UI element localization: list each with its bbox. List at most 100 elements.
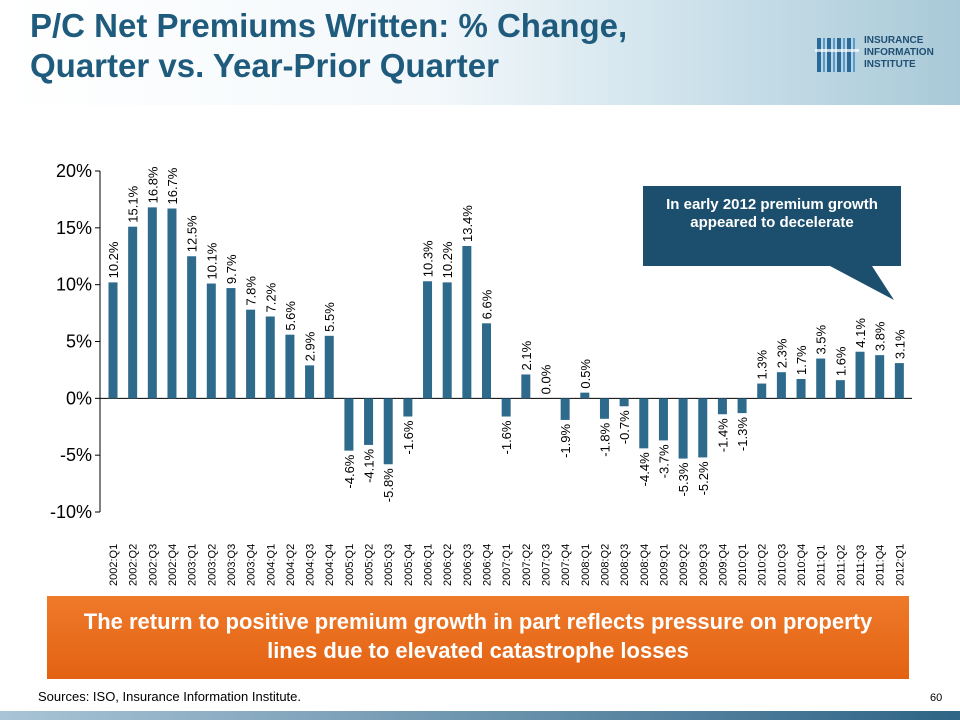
value-label: 2.9% xyxy=(303,331,318,361)
value-label: 5.6% xyxy=(283,301,298,331)
bar xyxy=(128,226,138,399)
bar-chart: 20% 15% 10% 5% 0% -5% -10% 10.2% 2002:Q1 15.1% 200… xyxy=(50,161,912,586)
value-label: -4.4% xyxy=(637,452,652,486)
category-label: 2005:Q1 xyxy=(344,544,356,586)
page-number: 60 xyxy=(930,692,943,704)
category-label: 2010:Q4 xyxy=(796,544,808,586)
category-label: 2010:Q1 xyxy=(737,544,749,586)
bar xyxy=(639,398,649,449)
category-label: 2009:Q1 xyxy=(658,544,670,586)
category-label: 2011:Q2 xyxy=(835,545,847,586)
value-label: 16.7% xyxy=(165,167,180,204)
bar xyxy=(187,256,197,399)
category-label: 2007:Q2 xyxy=(521,544,533,586)
header-band xyxy=(0,0,960,105)
bar xyxy=(364,398,374,445)
value-label: -4.1% xyxy=(362,449,377,483)
category-label: 2006:Q2 xyxy=(442,544,454,586)
value-label: -5.3% xyxy=(676,462,691,496)
y-tick-label: -10% xyxy=(50,502,92,522)
bar xyxy=(305,365,315,399)
value-label: -5.8% xyxy=(381,468,396,502)
value-label: 7.8% xyxy=(244,276,259,306)
value-label: 10.2% xyxy=(440,241,455,278)
bar xyxy=(619,398,629,407)
bar xyxy=(324,335,334,399)
title-line-2: Quarter vs. Year-Prior Quarter xyxy=(30,47,499,84)
bar xyxy=(560,398,570,420)
category-label: 2007:Q1 xyxy=(501,544,513,586)
value-label: 5.5% xyxy=(322,302,337,332)
iii-logo-mark-icon xyxy=(815,38,859,72)
bar xyxy=(875,355,885,399)
bar xyxy=(482,323,492,399)
category-label: 2004:Q4 xyxy=(324,544,336,586)
bar xyxy=(462,246,472,399)
bar xyxy=(403,398,413,417)
category-label: 2003:Q4 xyxy=(246,544,258,586)
category-label: 2012:Q1 xyxy=(894,544,906,586)
bar xyxy=(580,392,590,399)
bar xyxy=(501,398,511,417)
bar xyxy=(717,398,727,415)
title-line-1: P/C Net Premiums Written: % Change, xyxy=(30,7,628,44)
value-label: -0.7% xyxy=(617,410,632,444)
value-label: 13.4% xyxy=(460,205,475,242)
bar xyxy=(383,398,393,465)
bar xyxy=(442,282,452,399)
value-label: 9.7% xyxy=(224,254,239,284)
value-label: -1.9% xyxy=(558,423,573,457)
category-label: 2003:Q2 xyxy=(206,544,218,586)
category-label: 2008:Q1 xyxy=(580,544,592,586)
bar xyxy=(285,334,295,399)
category-label: 2011:Q3 xyxy=(855,545,867,586)
value-label: -1.3% xyxy=(735,417,750,451)
category-label: 2010:Q3 xyxy=(776,544,788,586)
value-label: 7.2% xyxy=(263,282,278,312)
category-label: 2007:Q4 xyxy=(560,544,572,586)
category-label: 2003:Q3 xyxy=(226,544,238,586)
category-label: 2005:Q2 xyxy=(364,544,376,586)
callout-box: In early 2012 premium growth appeared to… xyxy=(643,186,901,266)
takeaway-banner: The return to positive premium growth in… xyxy=(47,596,909,679)
bar xyxy=(698,398,708,458)
logo-line-1: INSURANCE xyxy=(864,35,924,46)
y-tick-label: 10% xyxy=(56,275,92,295)
category-label: 2003:Q1 xyxy=(187,544,199,586)
logo-text: INSURANCE INFORMATION INSTITUTE xyxy=(864,35,934,71)
value-label: -1.6% xyxy=(499,420,514,454)
value-label: -4.6% xyxy=(342,454,357,488)
category-label: 2002:Q3 xyxy=(147,544,159,586)
value-label: -3.7% xyxy=(656,444,671,478)
bar xyxy=(344,398,354,451)
value-label: 6.6% xyxy=(480,289,495,319)
category-label: 2002:Q4 xyxy=(167,544,179,586)
category-label: 2004:Q2 xyxy=(285,544,297,586)
iii-logo: INSURANCE INFORMATION INSTITUTE xyxy=(815,35,955,75)
value-label: 0.0% xyxy=(538,364,553,394)
value-label: 3.5% xyxy=(814,324,829,354)
bar xyxy=(521,374,531,399)
value-label: 10.2% xyxy=(106,241,121,278)
value-label: -1.6% xyxy=(401,420,416,454)
category-label: 2005:Q3 xyxy=(383,544,395,586)
value-label: 16.8% xyxy=(145,166,160,203)
category-label: 2006:Q3 xyxy=(462,544,474,586)
callout-pointer xyxy=(830,266,894,300)
bar xyxy=(894,363,904,399)
value-label: -5.2% xyxy=(696,461,711,495)
category-label: 2008:Q4 xyxy=(639,544,651,586)
category-label: 2004:Q3 xyxy=(305,544,317,586)
category-label: 2011:Q4 xyxy=(875,545,887,586)
value-label: 10.3% xyxy=(421,240,436,277)
slide-title: P/C Net Premiums Written: % Change, Quar… xyxy=(30,6,790,86)
value-label: -1.4% xyxy=(715,418,730,452)
category-label: 2009:Q2 xyxy=(678,544,690,586)
bar xyxy=(108,282,118,399)
footer-band xyxy=(0,711,960,720)
bar xyxy=(658,398,668,441)
bar xyxy=(737,398,747,414)
bar xyxy=(599,398,609,419)
bar xyxy=(226,288,236,399)
bar xyxy=(147,207,157,399)
